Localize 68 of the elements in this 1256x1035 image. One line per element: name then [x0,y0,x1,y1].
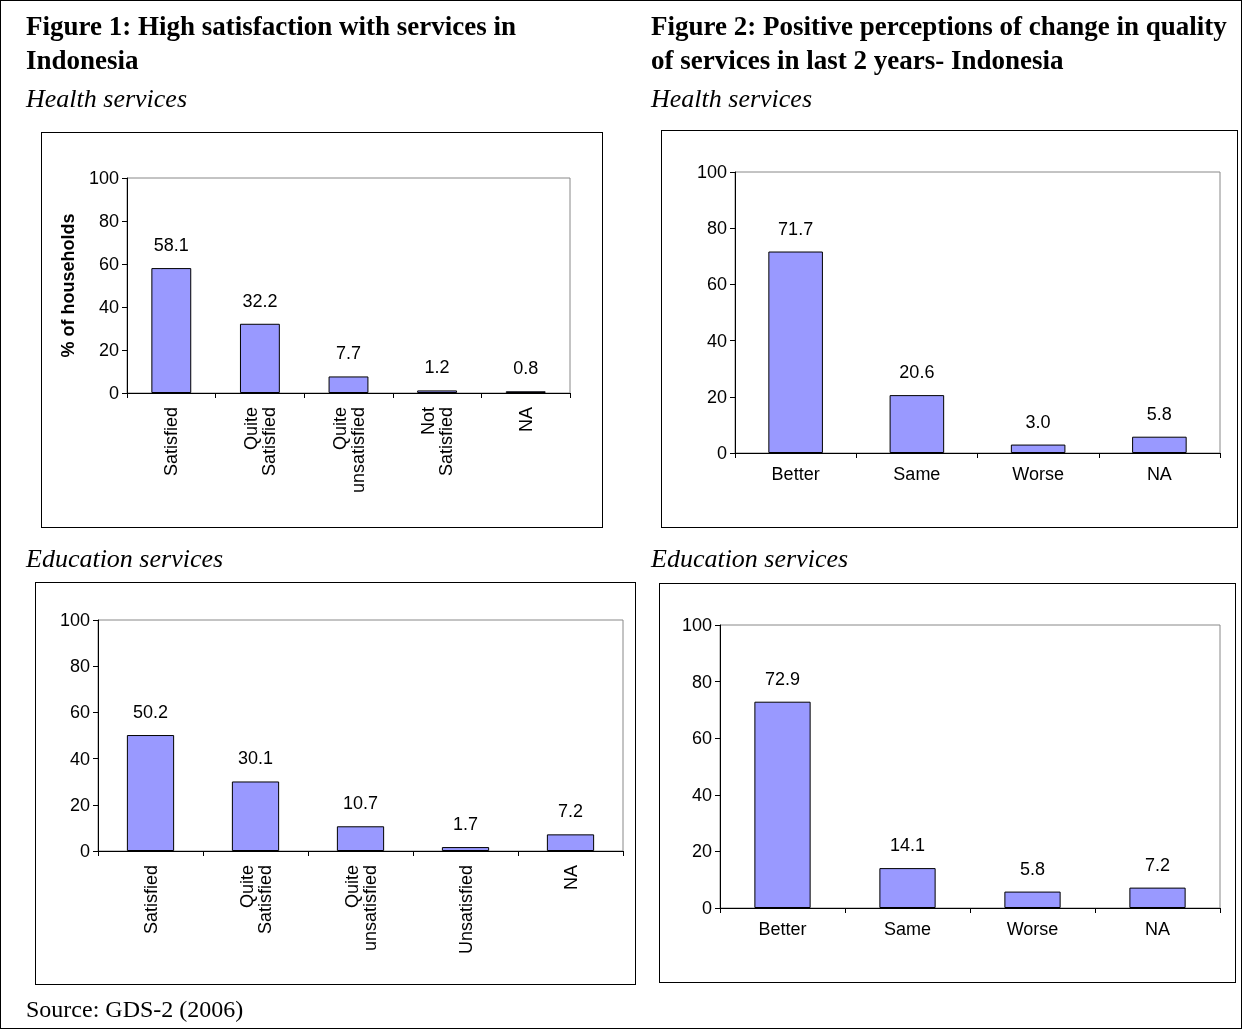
x-tick-label: Satisfied [140,865,161,935]
chart-subtitle: Health services [26,84,188,114]
data-label: 1.2 [424,357,450,378]
y-tick-label: 20 [69,794,90,815]
data-label: 7.2 [557,801,584,822]
data-label: 71.7 [778,218,814,239]
x-tick-label: Satisfied [161,407,182,477]
source-note: Source: GDS-2 (2006) [26,996,244,1023]
y-tick-label: 60 [69,702,90,723]
y-tick-label: 40 [691,784,712,805]
data-label: 32.2 [242,290,278,311]
y-tick-label: 80 [98,211,119,231]
data-label: 30.1 [237,748,274,769]
x-tick-label: Same [893,464,941,484]
x-tick-label: Unsatisfied [455,865,476,955]
x-tick-label: Quite unsatisfied [341,865,380,952]
data-label: 14.1 [889,835,926,856]
x-tick-label: NA [1146,464,1172,484]
y-tick-label: 80 [69,656,90,677]
data-label: 20.6 [899,362,935,383]
data-label: 0.8 [513,358,539,379]
y-tick-label: 0 [108,383,119,403]
data-label: 7.2 [1144,854,1171,875]
y-tick-label: 80 [706,218,727,239]
y-tick-label: 0 [701,898,712,918]
x-tick-label: NA [515,407,536,433]
y-tick-label: 40 [69,748,90,769]
data-label: 7.7 [335,343,362,364]
chart-title: Figure 2: Positive perceptions of change in quality of services in last 2 years- Indonesia [651,10,1228,77]
chart-subtitle: Health services [651,84,813,114]
data-label: 72.9 [764,668,801,689]
x-tick-label: Quite Satisfied [236,865,275,935]
y-tick-label: 40 [706,330,727,351]
data-label: 50.2 [132,702,169,723]
y-tick-label: 100 [681,615,712,635]
x-tick-label: Better [758,919,807,939]
chart-subtitle: Education services [651,544,849,574]
x-tick-label: Quite unsatisfied [329,407,368,494]
x-tick-label: Worse [1006,919,1059,939]
data-label: 10.7 [342,793,379,814]
y-tick-label: 80 [691,671,712,692]
x-tick-label: NA [1144,919,1171,939]
y-tick-label: 20 [98,340,119,360]
y-tick-label: 60 [706,274,727,295]
y-tick-label: 60 [98,254,119,274]
data-label: 5.8 [1019,858,1046,879]
x-tick-label: Quite Satisfied [240,407,279,477]
y-tick-label: 100 [59,610,90,630]
data-label: 1.7 [452,814,479,835]
y-tick-label: 40 [98,297,119,317]
x-tick-label: Same [883,919,932,939]
chart-subtitle: Education services [26,544,224,574]
y-tick-label: 0 [716,443,727,463]
y-tick-label: 60 [691,728,712,749]
x-tick-label: Worse [1012,464,1064,484]
data-label: 58.1 [153,235,189,256]
y-axis-title: % of households [58,213,78,358]
chart-title: Figure 1: High satisfaction with services in Indonesia [26,10,517,77]
x-tick-label: Better [771,464,820,484]
y-tick-label: 20 [706,386,727,407]
y-tick-label: 100 [696,162,727,182]
y-tick-label: 20 [691,841,712,862]
x-tick-label: Not Satisfied [418,407,457,477]
data-label: 5.8 [1146,403,1172,424]
y-tick-label: 100 [88,168,119,188]
data-label: 3.0 [1025,411,1051,432]
x-tick-label: NA [560,865,581,891]
y-tick-label: 0 [79,841,90,861]
